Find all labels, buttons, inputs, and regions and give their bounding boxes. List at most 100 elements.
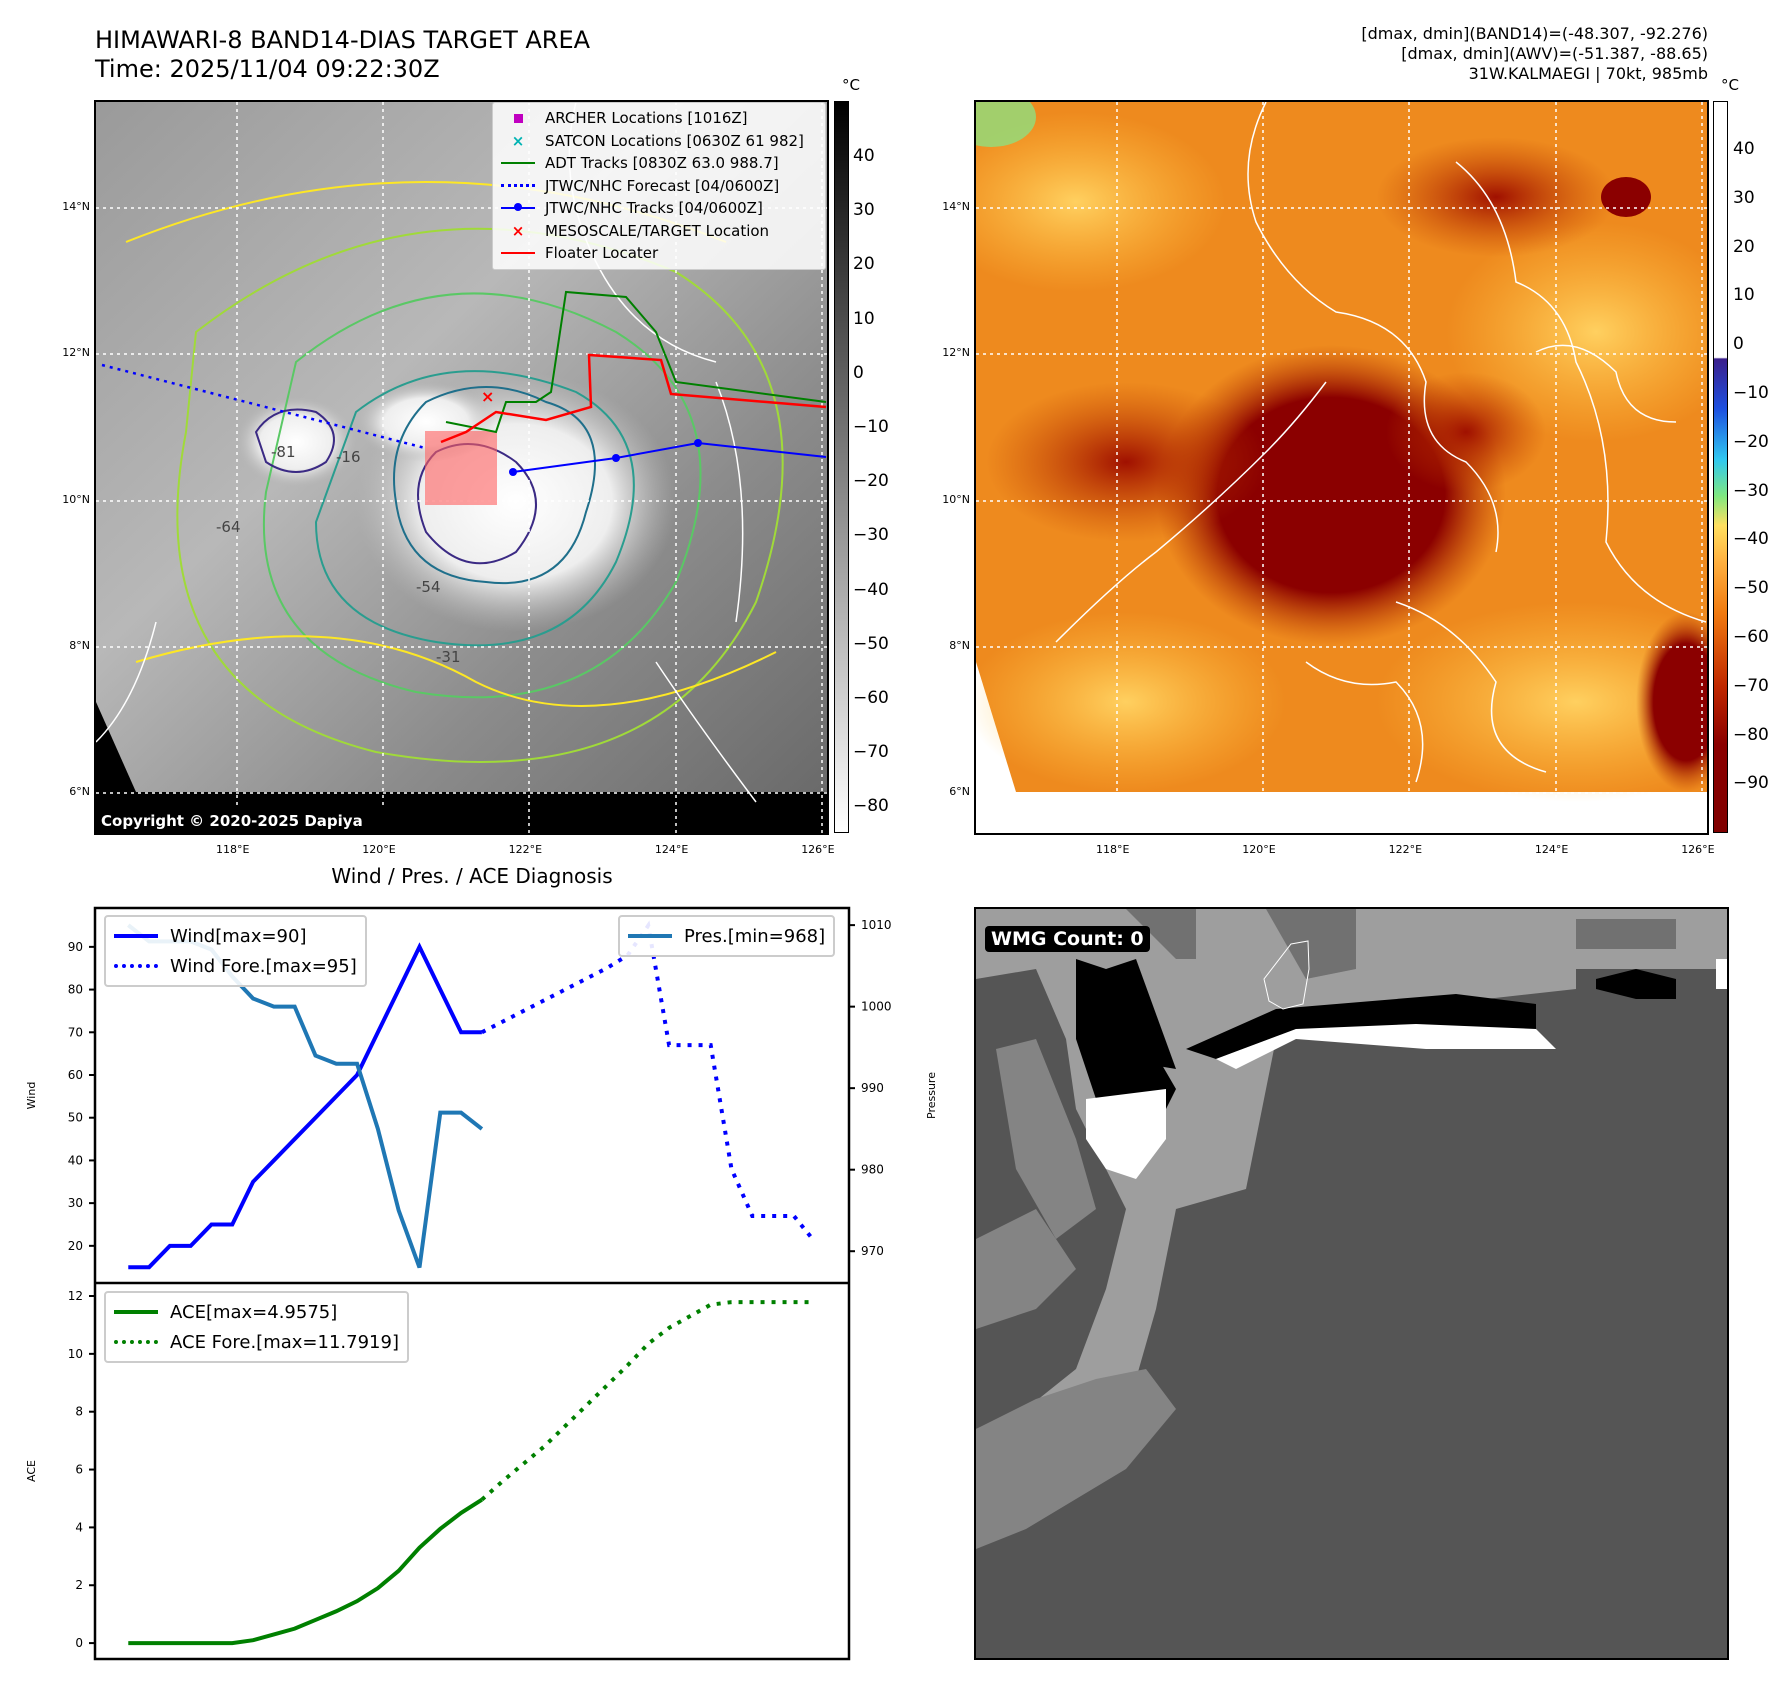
legend-jtwc: JTWC/NHC Tracks [04/0600Z] [501,197,817,220]
lon-tick-label: 122°E [508,843,543,856]
y2-tick-label: 1010 [861,918,892,932]
colorbar-right [1713,101,1728,833]
colorbar-tick: 10 [1733,285,1755,306]
colorbar-tick: 40 [853,146,875,166]
y-tick-label: 90 [68,940,83,954]
solid-line-icon [628,934,672,938]
wind-axis-label: Wind [25,1082,38,1110]
wmg-graphic [976,909,1727,1549]
colorbar-left-unit: °C [842,76,860,94]
lat-tick-label: 14°N [942,200,970,213]
contour-label: -64 [216,518,241,536]
legend-ace-forecast: ACE Fore.[max=11.7919] [114,1327,399,1357]
colorbar-tick: 30 [1733,187,1755,208]
wmg-panel: WMG Count: 0 [974,907,1729,1660]
colorbar-tick: 30 [853,200,875,221]
colorbar-tick: −30 [853,525,889,546]
legend-adt: ADT Tracks [0830Z 63.0 988.7] [501,152,817,175]
band14-range: [dmax, dmin](BAND14)=(-48.307, -92.276) [1361,24,1708,43]
y-tick-label: 30 [68,1196,83,1210]
title-time: Time: 2025/11/04 09:22:30Z [95,55,440,83]
colorbar-left [834,101,849,833]
map-graphic: × -81 -16 -31 -64 -54 [96,102,827,833]
y-tick-label: 40 [68,1153,83,1167]
legend-archer: ARCHER Locations [1016Z] [501,107,817,130]
contour-label: -54 [416,578,441,596]
storm-summary: 31W.KALMAEGI | 70kt, 985mb [1468,64,1708,83]
colorbar-tick: −40 [1733,529,1769,550]
copyright-bar: Copyright © 2020-2025 Dapiya [96,808,436,833]
legend-wind-forecast: Wind Fore.[max=95] [114,951,357,981]
lon-tick-label: 118°E [216,843,250,856]
y-tick-label: 12 [68,1289,83,1303]
legend-ace: ACE[max=4.9575] [114,1297,399,1327]
pressure-axis-label: Pressure [925,1072,938,1119]
lat-tick-label: 8°N [69,638,90,652]
colorbar-tick: −40 [853,579,889,600]
wind-series-forecast [480,920,817,1243]
ace-series-observed [128,1497,483,1646]
x-marker-icon: × [511,221,525,240]
lat-tick-label: 6°N [949,785,970,799]
ir-grayscale-map: × -81 -16 -31 -64 -54 Copyright © 2020-2… [94,100,829,835]
wmg-count-badge: WMG Count: 0 [985,926,1150,952]
y-tick-label: 4 [75,1520,83,1534]
colorbar-tick: −50 [1733,578,1769,599]
awv-range: [dmax, dmin](AWV)=(-51.387, -88.65) [1401,44,1708,63]
y2-tick-label: 970 [861,1244,884,1258]
colorbar-right-unit: °C [1721,76,1739,94]
colorbar-tick: −70 [1733,675,1769,696]
dotted-line-icon [114,1340,158,1344]
dotted-line-icon [501,184,535,188]
y-tick-label: 50 [68,1111,83,1125]
legend-wind: Wind[max=90] [114,921,357,951]
legend-forecast: JTWC/NHC Forecast [04/0600Z] [501,175,817,198]
ace-legend: ACE[max=4.9575] ACE Fore.[max=11.7919] [104,1291,409,1363]
ace-series-forecast [480,1300,815,1502]
colorbar-tick: 20 [1733,236,1755,257]
colorbar-tick: −20 [853,471,889,492]
contour-label: -31 [436,648,461,666]
colorbar-tick: −20 [1733,431,1769,452]
ace-axis-label: ACE [25,1460,38,1482]
colorbar-tick: −90 [1733,773,1769,794]
y2-tick-label: 990 [861,1081,884,1095]
lat-tick-label: 10°N [62,492,90,506]
lat-tick-label: 14°N [62,200,90,213]
lon-tick-label: 122°E [1388,843,1423,856]
colorbar-tick: −60 [1733,627,1769,647]
legend-floater: Floater Locater [501,242,817,265]
lat-tick-label: 6°N [69,785,90,799]
dotted-line-icon [114,964,158,968]
pressure-legend: Pres.[min=968] [618,915,836,957]
colorbar-tick: −50 [853,633,889,654]
chart-title: Wind / Pres. / ACE Diagnosis [331,864,613,888]
map-graphic-enhanced [976,102,1707,833]
colorbar-tick: 20 [853,254,875,275]
lon-tick-label: 126°E [1681,843,1715,856]
colorbar-tick: −10 [853,417,889,437]
colorbar-tick: 10 [853,308,875,329]
target-marker: × [481,387,494,406]
lat-tick-label: 12°N [62,346,90,360]
lon-tick-label: 124°E [654,843,689,856]
legend-target: × MESOSCALE/TARGET Location [501,220,817,243]
colorbar-tick: −30 [1733,480,1769,501]
target-area [425,431,497,505]
lat-tick-label: 12°N [942,346,970,360]
y2-tick-label: 980 [861,1163,884,1177]
y-tick-label: 6 [75,1463,83,1477]
floater-track [440,353,827,444]
contour-label: -16 [336,448,361,466]
colorbar-tick: −80 [1733,724,1769,745]
diagnosis-chart: 2030405060708090Wind97098099010001010Pre… [25,906,938,1661]
y-tick-label: 0 [75,1636,83,1650]
colorbar-tick: 40 [1733,139,1755,159]
solid-line-icon [501,252,535,255]
y-tick-label: 80 [68,983,83,997]
solid-line-icon [501,162,535,165]
legend-satcon: × SATCON Locations [0630Z 61 982] [501,130,817,153]
storm-info: [dmax, dmin](BAND14)=(-48.307, -92.276) … [1361,24,1708,84]
y-tick-label: 8 [75,1405,83,1419]
y-tick-label: 2 [75,1578,83,1592]
